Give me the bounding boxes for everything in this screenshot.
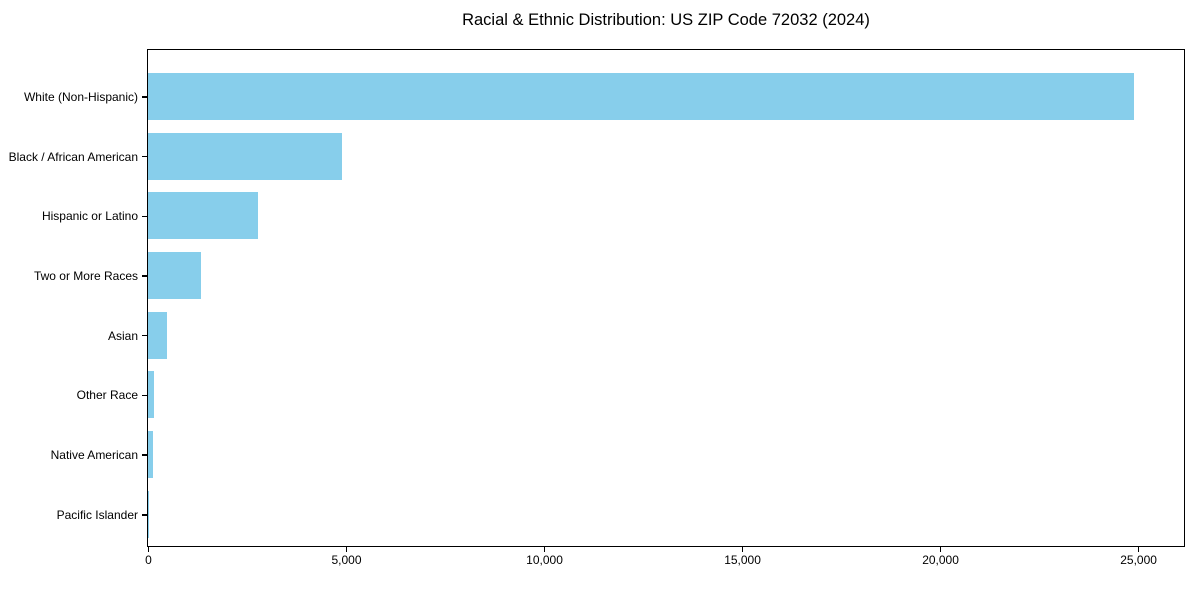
bar-black-african-american xyxy=(148,132,342,180)
y-axis-tick xyxy=(142,155,147,158)
y-axis-tick xyxy=(142,215,147,217)
y-axis-label: Other Race xyxy=(76,388,138,403)
bar-row xyxy=(148,186,1184,246)
bar-rows xyxy=(148,67,1184,545)
y-axis-tick xyxy=(142,334,147,337)
y-axis-label: Asian xyxy=(107,328,138,343)
x-axis-tick xyxy=(939,547,942,552)
bar-two-or-more-races xyxy=(148,251,202,299)
y-axis-label: Native American xyxy=(50,448,138,463)
plot-area xyxy=(147,49,1185,547)
y-axis-tick xyxy=(142,275,147,277)
bar-row xyxy=(148,365,1184,425)
bar-white-non-hispanic xyxy=(148,72,1134,120)
x-axis-tick xyxy=(1137,547,1140,552)
chart-title: Racial & Ethnic Distribution: US ZIP Cod… xyxy=(462,11,870,29)
bar-pacific-islander xyxy=(148,490,149,538)
x-axis-tick-label: 15,000 xyxy=(724,553,761,567)
y-axis-tick xyxy=(142,96,147,98)
x-axis-tick-label: 5,000 xyxy=(331,553,362,567)
x-axis-tick-label: 0 xyxy=(145,553,152,567)
bar-row xyxy=(148,126,1184,186)
x-axis-tick-label: 20,000 xyxy=(922,553,959,567)
y-axis-label: White (Non-Hispanic) xyxy=(23,89,138,104)
bar-row xyxy=(148,484,1184,544)
y-axis-label: Hispanic or Latino xyxy=(41,209,138,224)
y-axis-tick xyxy=(142,394,147,397)
bar-row xyxy=(148,305,1184,365)
y-axis-tick xyxy=(142,514,147,516)
x-axis-tick xyxy=(741,547,744,552)
y-axis-label: Black / African American xyxy=(8,149,138,164)
bar-row xyxy=(148,246,1184,306)
bar-asian xyxy=(148,311,167,359)
bar-hispanic-or-latino xyxy=(148,192,258,240)
x-axis-tick xyxy=(345,547,348,552)
bar-row xyxy=(148,425,1184,485)
y-axis-label: Two or More Races xyxy=(33,268,138,283)
bar-other-race xyxy=(148,371,154,419)
x-axis-tick xyxy=(147,547,150,552)
bar-native-american xyxy=(148,430,153,478)
x-axis-tick-label: 25,000 xyxy=(1120,553,1157,567)
y-axis-label: Pacific Islander xyxy=(56,507,138,522)
x-axis-tick-label: 10,000 xyxy=(526,553,563,567)
bar-row xyxy=(148,67,1184,127)
y-axis-tick xyxy=(142,454,147,456)
x-axis-tick xyxy=(543,547,546,552)
